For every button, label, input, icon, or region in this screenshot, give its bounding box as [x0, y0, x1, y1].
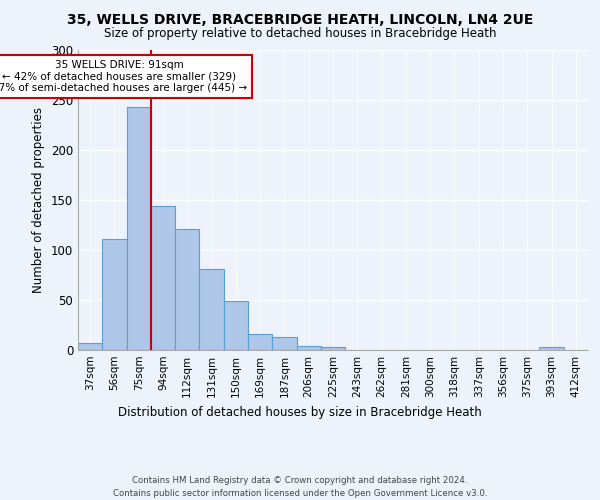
Bar	[102, 239, 127, 350]
Text: 35, WELLS DRIVE, BRACEBRIDGE HEATH, LINCOLN, LN4 2UE: 35, WELLS DRIVE, BRACEBRIDGE HEATH, LINC…	[67, 12, 533, 26]
Text: 35 WELLS DRIVE: 91sqm
← 42% of detached houses are smaller (329)
57% of semi-det: 35 WELLS DRIVE: 91sqm ← 42% of detached …	[0, 60, 247, 93]
Bar	[272, 337, 296, 350]
Bar	[296, 346, 321, 350]
Bar	[78, 343, 102, 350]
Text: Distribution of detached houses by size in Bracebridge Heath: Distribution of detached houses by size …	[118, 406, 482, 419]
Bar	[199, 269, 224, 350]
Bar	[321, 347, 345, 350]
Text: Contains HM Land Registry data © Crown copyright and database right 2024.
Contai: Contains HM Land Registry data © Crown c…	[113, 476, 487, 498]
Y-axis label: Number of detached properties: Number of detached properties	[32, 107, 46, 293]
Bar	[127, 107, 151, 350]
Bar	[175, 229, 199, 350]
Bar	[151, 206, 175, 350]
Bar	[539, 347, 564, 350]
Bar	[248, 334, 272, 350]
Bar	[224, 301, 248, 350]
Text: Size of property relative to detached houses in Bracebridge Heath: Size of property relative to detached ho…	[104, 28, 496, 40]
